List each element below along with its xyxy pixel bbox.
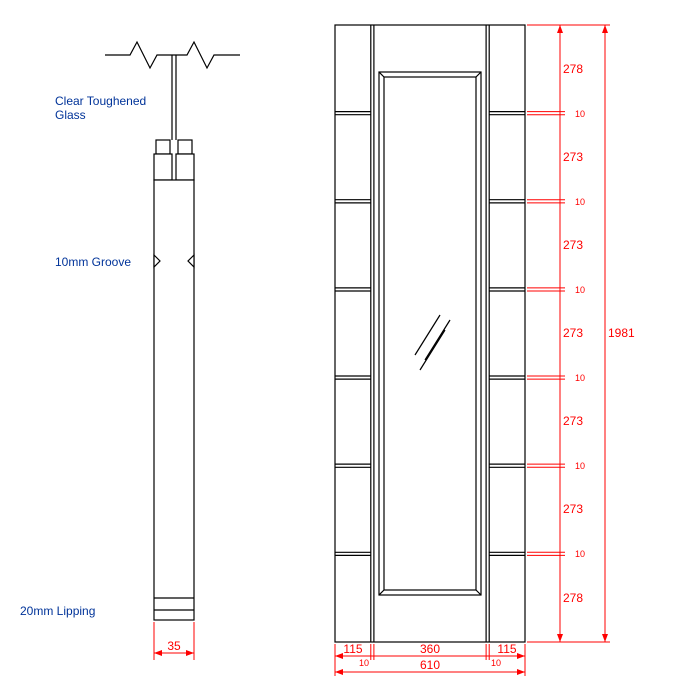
overall-height-value: 1981 [608,326,635,340]
section-bottom-dim: 35 [154,622,194,660]
hdim-right: 115 [497,642,516,656]
vdim-7: 10 [575,373,585,383]
elevation-view: 278 10 273 10 273 10 273 10 273 10 273 1… [335,25,635,676]
vdim-3: 10 [575,197,585,207]
label-lipping: 20mm Lipping [20,604,95,618]
vdim-9: 10 [575,461,585,471]
hdim-left: 115 [343,642,362,656]
vdim-6: 273 [563,326,583,340]
glass-holder [154,140,194,180]
section-width-value: 35 [167,639,181,653]
vdim-11: 10 [575,549,585,559]
hdim-gap-l: 10 [359,658,369,668]
vdim-8: 273 [563,414,583,428]
section-view: 35 Clear Toughened Glass 10mm Groove 20m… [20,42,240,660]
label-glass-line1: Clear Toughened [55,94,146,108]
overall-width-value: 610 [420,658,440,672]
break-symbol-top [105,42,240,140]
stile-body [154,180,194,620]
vdim-10: 273 [563,502,583,516]
label-glass-line2: Glass [55,108,86,122]
label-groove: 10mm Groove [55,255,131,269]
vdim-1: 10 [575,109,585,119]
vdim-2: 273 [563,150,583,164]
hdim-gap-r: 10 [491,658,501,668]
drawing-canvas: 35 Clear Toughened Glass 10mm Groove 20m… [0,0,700,700]
glass-panel [379,72,481,595]
vdim-0: 278 [563,62,583,76]
vdim-12: 278 [563,591,583,605]
hdim-center: 360 [420,642,440,656]
vdim-5: 10 [575,285,585,295]
v-dimension-chain: 278 10 273 10 273 10 273 10 273 10 273 1… [527,25,585,642]
vdim-4: 273 [563,238,583,252]
